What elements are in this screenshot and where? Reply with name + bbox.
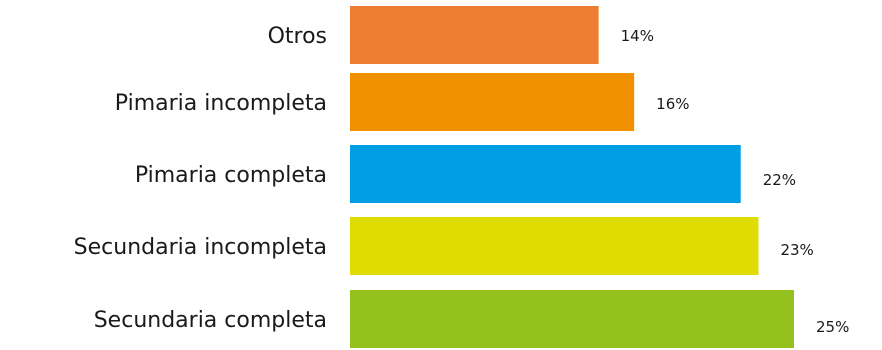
bar-4 xyxy=(350,217,759,275)
value-label: 16% xyxy=(656,95,689,113)
bar-2 xyxy=(350,73,635,131)
value-label: 25% xyxy=(816,318,849,336)
category-label: Pimaria incompleta xyxy=(115,91,327,116)
bar-3 xyxy=(350,145,741,203)
value-label: 14% xyxy=(621,27,654,45)
category-label: Pimaria completa xyxy=(135,163,327,188)
bar-1 xyxy=(350,6,599,64)
category-label: Secundaria incompleta xyxy=(74,235,327,260)
value-label: 22% xyxy=(763,171,796,189)
category-label: Secundaria completa xyxy=(94,308,327,333)
value-label: 23% xyxy=(780,241,813,259)
category-label: Otros xyxy=(268,24,327,49)
bar-5 xyxy=(350,290,794,348)
